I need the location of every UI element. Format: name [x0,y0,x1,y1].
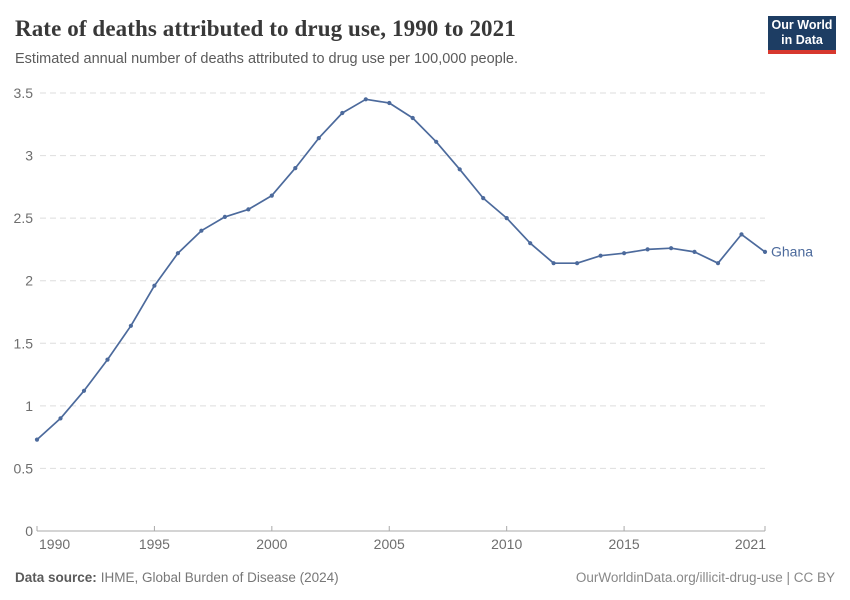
x-tick-label: 2000 [256,536,287,552]
data-point[interactable] [34,437,40,442]
y-tick-label: 1.5 [14,335,34,351]
data-point[interactable] [598,253,603,258]
series-line-ghana[interactable] [36,98,766,441]
data-point[interactable] [387,100,392,106]
data-point[interactable] [504,216,509,221]
data-point[interactable] [575,261,580,266]
y-tick-label: 0.5 [14,460,34,476]
y-tick-label: 0 [25,523,33,539]
owid-logo-text-line2: in Data [781,33,823,47]
y-tick-label: 3.5 [14,85,34,101]
owid-logo[interactable]: Our World in Data [768,16,836,54]
data-point[interactable] [551,261,556,266]
data-point[interactable] [692,249,697,254]
x-tick-label: 2015 [609,536,640,552]
data-point[interactable] [622,251,627,256]
data-point[interactable] [246,207,251,212]
data-point[interactable] [58,416,63,421]
y-tick-label: 2 [25,273,33,289]
data-point[interactable] [481,196,486,201]
data-point[interactable] [739,232,744,237]
data-point[interactable] [316,136,321,141]
chart-title: Rate of deaths attributed to drug use, 1… [15,16,516,41]
data-point[interactable] [410,115,415,121]
x-tick-label: 1995 [139,536,170,552]
y-tick-label: 2.5 [14,210,34,226]
data-point[interactable] [457,167,462,172]
data-point[interactable] [199,228,204,233]
y-tick-label: 1 [25,398,33,414]
x-tick-label: 1990 [39,536,70,552]
data-point[interactable] [81,388,87,393]
data-point[interactable] [222,214,227,219]
data-point[interactable] [152,283,157,288]
x-tick-label: 2021 [735,536,766,552]
owid-logo-text-line1: Our World [771,18,833,32]
data-source-note: Data source: IHME, Global Burden of Disea… [15,570,339,585]
data-point[interactable] [105,357,110,362]
x-tick-label: 2010 [491,536,522,552]
data-source-value: IHME, Global Burden of Disease (2024) [100,570,339,585]
chart-subtitle: Estimated annual number of deaths attrib… [15,51,519,67]
data-point[interactable] [128,323,133,328]
data-point[interactable] [434,139,439,144]
data-point[interactable] [269,193,274,198]
x-tick-label: 2005 [374,536,405,552]
data-point[interactable] [528,241,533,246]
entity-label: Ghana [771,243,813,259]
data-point[interactable] [363,97,368,102]
y-tick-label: 3 [25,148,33,164]
data-point[interactable] [340,110,345,116]
data-point[interactable] [293,166,298,171]
data-point[interactable] [715,261,721,266]
data-point[interactable] [175,251,180,256]
data-point[interactable] [645,247,650,252]
owid-logo-stripe [768,50,836,54]
license-link[interactable]: OurWorldinData.org/illicit-drug-use | CC… [575,570,835,585]
data-point[interactable] [762,249,768,254]
data-point[interactable] [669,246,674,251]
data-source-label: Data source: [15,570,97,585]
